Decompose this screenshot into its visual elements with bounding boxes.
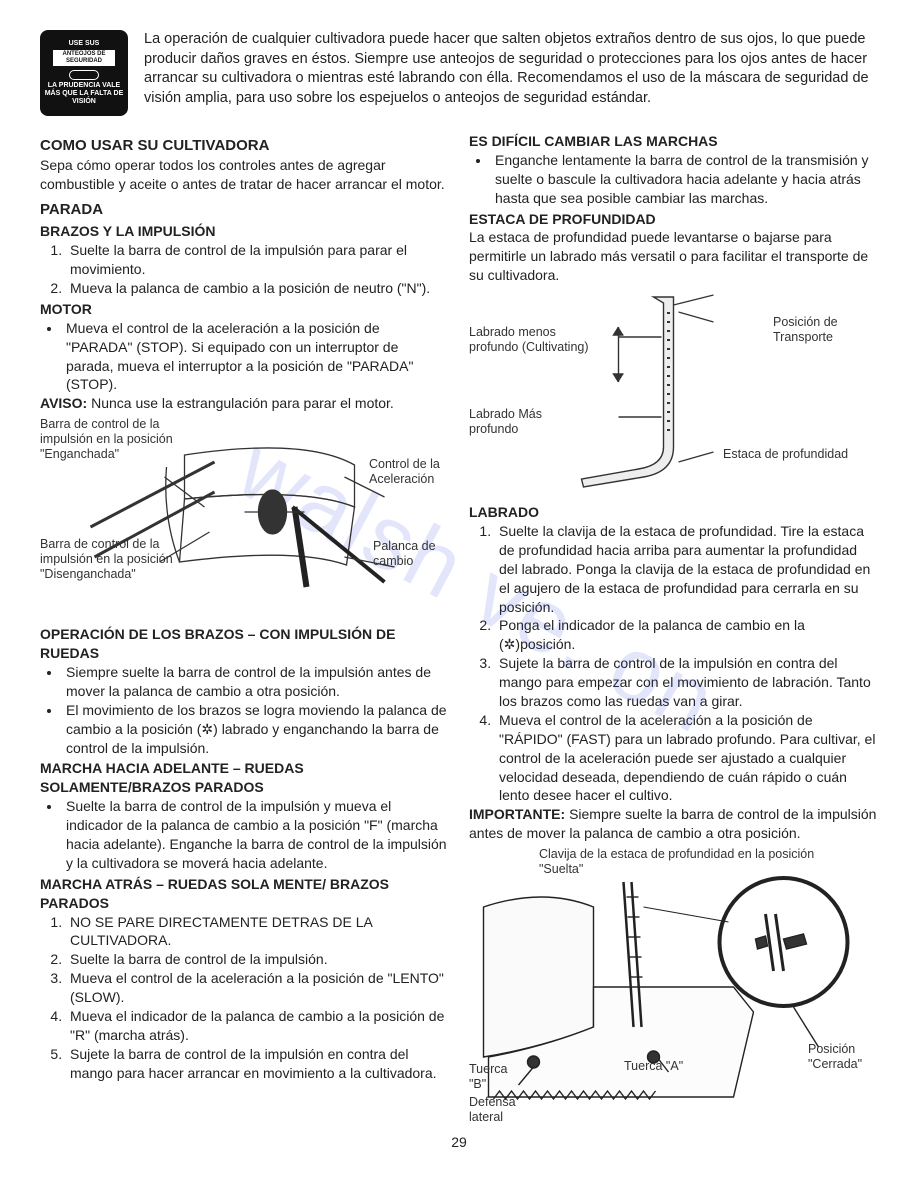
heading-estaca: ESTACA DE PROFUNDIDAD	[469, 210, 878, 229]
diagram-label: Posición de Transporte	[773, 315, 863, 345]
text-fragment: )posición.	[515, 636, 575, 652]
diagram-label: Labrado menos profundo (Cultivating)	[469, 325, 589, 355]
top-paragraph: La operación de cualquier cultivadora pu…	[144, 30, 878, 116]
list-brazos: Suelte la barra de control de la impulsi…	[40, 241, 449, 298]
list-item: Mueva la palanca de cambio a la posición…	[66, 279, 449, 298]
diagram-label: Tuerca "B"	[469, 1062, 519, 1092]
diagram-label: Labrado Más profundo	[469, 407, 579, 437]
diagram-label: Palanca de cambio	[373, 539, 449, 569]
tine-symbol: ✲	[504, 636, 516, 652]
heading-como-usar: COMO USAR SU CULTIVADORA	[40, 136, 449, 156]
heading-operacion: OPERACIÓN DE LOS BRAZOS – CON IMPULSIÓN …	[40, 625, 449, 663]
diagram-label: Barra de control de la impulsión en la p…	[40, 537, 180, 582]
diagram-shield: Clavija de la estaca de profundidad en l…	[469, 847, 878, 1127]
list-item: Sujete la barra de control de la impulsi…	[495, 654, 878, 711]
list-item: Siempre suelte la barra de control de la…	[62, 663, 449, 701]
heading-adelante: MARCHA HACIA ADELANTE – RUEDAS SOLAMENTE…	[40, 759, 449, 797]
badge-line-3: LA PRUDENCIA VALE MÁS QUE LA FALTA DE VI…	[42, 82, 126, 106]
heading-parada: PARADA	[40, 200, 449, 220]
list-item: Suelte la barra de control de la impulsi…	[66, 950, 449, 969]
list-item: Mueva el control de la aceleración a la …	[62, 319, 449, 395]
badge-line-1: USE SUS	[69, 40, 100, 48]
list-item: NO SE PARE DIRECTAMENTE DETRAS DE LA CUL…	[66, 913, 449, 951]
list-item: Enganche lentamente la barra de control …	[491, 151, 878, 208]
para-como: Sepa cómo operar todos los controles ant…	[40, 156, 449, 194]
diagram-label: Control de la Aceleración	[369, 457, 449, 487]
diagram-label: Barra de control de la impulsión en la p…	[40, 417, 180, 462]
list-item: Suelte la clavija de la estaca de profun…	[495, 522, 878, 616]
importante-paragraph: IMPORTANTE: Siempre suelte la barra de c…	[469, 805, 878, 843]
list-item: Sujete la barra de control de la impulsi…	[66, 1045, 449, 1083]
left-column: COMO USAR SU CULTIVADORA Sepa cómo opera…	[40, 130, 449, 1127]
diagram-label: Defensa lateral	[469, 1095, 539, 1125]
aviso-label: AVISO:	[40, 395, 87, 411]
diagram-controls: Barra de control de la impulsión en la p…	[40, 417, 449, 617]
list-item: Mueva el indicador de la palanca de camb…	[66, 1007, 449, 1045]
importante-label: IMPORTANTE:	[469, 806, 565, 822]
list-labrado: Suelte la clavija de la estaca de profun…	[469, 522, 878, 805]
list-item: Mueva el control de la aceleración a la …	[495, 711, 878, 805]
list-item: El movimiento de los brazos se logra mov…	[62, 701, 449, 758]
right-column: ES DIFÍCIL CAMBIAR LAS MARCHAS Enganche …	[469, 130, 878, 1127]
list-adelante: Suelte la barra de control de la impulsi…	[40, 797, 449, 873]
safety-goggles-badge: USE SUS ANTEOJOS DE SEGURIDAD LA PRUDENC…	[40, 30, 128, 116]
list-dificil: Enganche lentamente la barra de control …	[469, 151, 878, 208]
content-columns: COMO USAR SU CULTIVADORA Sepa cómo opera…	[40, 130, 878, 1127]
heading-brazos: BRAZOS Y LA IMPULSIÓN	[40, 222, 449, 241]
badge-line-2: ANTEOJOS DE SEGURIDAD	[53, 50, 115, 66]
diagram-label: Estaca de profundidad	[723, 447, 873, 462]
goggles-icon	[69, 70, 99, 80]
page-number: 29	[40, 1133, 878, 1152]
para-estaca: La estaca de profundidad puede levantars…	[469, 228, 878, 285]
list-atras: NO SE PARE DIRECTAMENTE DETRAS DE LA CUL…	[40, 913, 449, 1083]
list-motor: Mueva el control de la aceleración a la …	[40, 319, 449, 395]
diagram-label: Clavija de la estaca de profundidad en l…	[539, 847, 819, 877]
aviso-paragraph: AVISO: Nunca use la estrangulación para …	[40, 394, 449, 413]
diagram-depth-stake: Labrado menos profundo (Cultivating) Pos…	[469, 287, 878, 497]
aviso-text: Nunca use la estrangulación para parar e…	[87, 395, 394, 411]
diagram-label: Tuerca "A"	[624, 1059, 704, 1074]
list-item: Suelte la barra de control de la impulsi…	[66, 241, 449, 279]
list-item: Mueva el control de la aceleración a la …	[66, 969, 449, 1007]
heading-dificil: ES DIFÍCIL CAMBIAR LAS MARCHAS	[469, 132, 878, 151]
tine-symbol: ✲	[201, 721, 213, 737]
list-item: Suelte la barra de control de la impulsi…	[62, 797, 449, 873]
list-operacion: Siempre suelte la barra de control de la…	[40, 663, 449, 757]
shield-illustration	[469, 847, 878, 1127]
top-warning-block: USE SUS ANTEOJOS DE SEGURIDAD LA PRUDENC…	[40, 30, 878, 116]
heading-motor: MOTOR	[40, 300, 449, 319]
heading-atras: MARCHA ATRÁS – RUEDAS SOLA MENTE/ BRAZOS…	[40, 875, 449, 913]
list-item: Ponga el indicador de la palanca de camb…	[495, 616, 878, 654]
heading-labrado: LABRADO	[469, 503, 878, 522]
diagram-label: Posición "Cerrada"	[808, 1042, 878, 1072]
